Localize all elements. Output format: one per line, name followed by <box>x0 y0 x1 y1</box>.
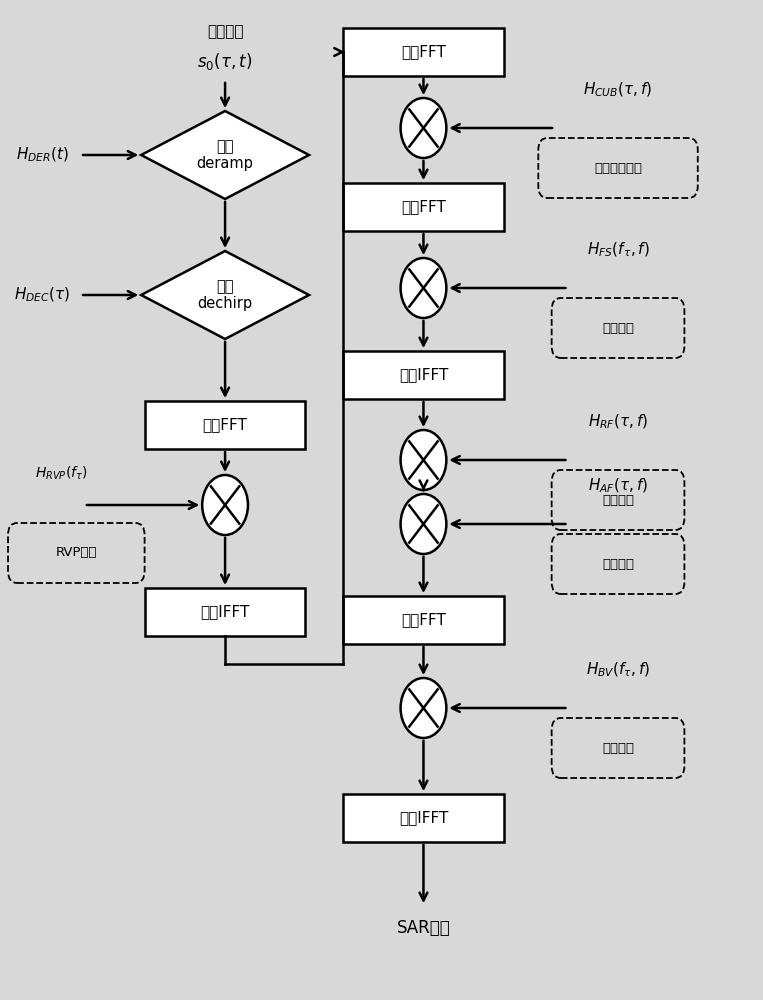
FancyBboxPatch shape <box>145 588 305 636</box>
Text: $H_{CUB}(\tau,f)$: $H_{CUB}(\tau,f)$ <box>584 81 652 99</box>
FancyBboxPatch shape <box>343 596 504 644</box>
Text: RVP校正: RVP校正 <box>56 546 97 560</box>
Text: 方位
deramp: 方位 deramp <box>197 139 253 171</box>
Text: 方位补偿: 方位补偿 <box>602 558 634 570</box>
Text: $H_{RF}(\tau,f)$: $H_{RF}(\tau,f)$ <box>588 413 649 431</box>
Text: 原始回波: 原始回波 <box>207 24 243 39</box>
Polygon shape <box>141 251 309 339</box>
Text: 距离FFT: 距离FFT <box>401 200 446 215</box>
Circle shape <box>401 258 446 318</box>
Circle shape <box>401 494 446 554</box>
Text: $H_{FS}(f_\tau,f)$: $H_{FS}(f_\tau,f)$ <box>587 241 649 259</box>
Text: 三次相位补偿: 三次相位补偿 <box>594 161 642 174</box>
FancyBboxPatch shape <box>343 794 504 842</box>
FancyBboxPatch shape <box>343 28 504 76</box>
Text: 距离补偿: 距离补偿 <box>602 493 634 506</box>
Circle shape <box>401 430 446 490</box>
Text: 距离FFT: 距离FFT <box>203 418 247 432</box>
Text: 距离
dechirp: 距离 dechirp <box>198 279 253 311</box>
Text: $s_0(\tau,t)$: $s_0(\tau,t)$ <box>198 51 253 73</box>
FancyBboxPatch shape <box>539 138 698 198</box>
Text: $H_{RVP}(f_\tau)$: $H_{RVP}(f_\tau)$ <box>34 464 88 482</box>
Circle shape <box>401 678 446 738</box>
Text: $H_{DER}(t)$: $H_{DER}(t)$ <box>15 146 69 164</box>
Text: SAR图像: SAR图像 <box>397 919 450 937</box>
FancyBboxPatch shape <box>343 183 504 231</box>
FancyBboxPatch shape <box>552 298 684 358</box>
FancyBboxPatch shape <box>552 534 684 594</box>
Polygon shape <box>141 111 309 199</box>
FancyBboxPatch shape <box>552 718 684 778</box>
Text: 一致补偿: 一致补偿 <box>602 742 634 754</box>
FancyBboxPatch shape <box>145 401 305 449</box>
FancyBboxPatch shape <box>343 351 504 399</box>
Text: $H_{BV}(f_\tau,f)$: $H_{BV}(f_\tau,f)$ <box>586 661 650 679</box>
Text: 距离IFFT: 距离IFFT <box>399 367 448 382</box>
Text: 距离IFFT: 距离IFFT <box>201 604 250 619</box>
Text: $H_{AF}(\tau,f)$: $H_{AF}(\tau,f)$ <box>588 477 648 495</box>
Text: 距离FFT: 距离FFT <box>401 612 446 628</box>
Circle shape <box>401 98 446 158</box>
FancyBboxPatch shape <box>8 523 145 583</box>
Text: 方位IFFT: 方位IFFT <box>399 810 448 826</box>
FancyBboxPatch shape <box>552 470 684 530</box>
Text: 方位FFT: 方位FFT <box>401 44 446 60</box>
Text: 频率变标: 频率变标 <box>602 322 634 335</box>
Text: $H_{DEC}(\tau)$: $H_{DEC}(\tau)$ <box>14 286 70 304</box>
Circle shape <box>202 475 248 535</box>
